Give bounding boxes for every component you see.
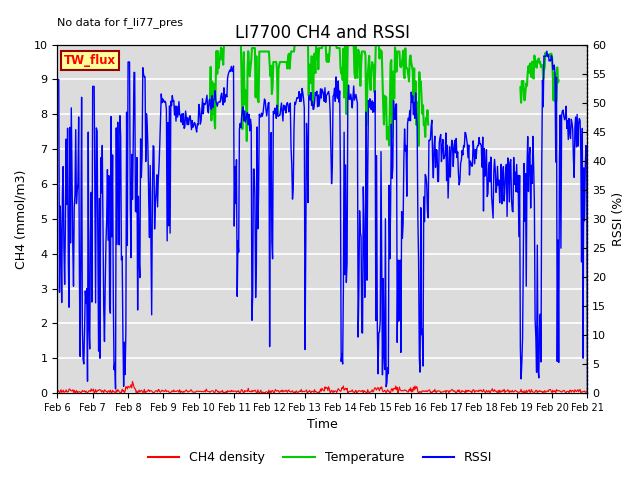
X-axis label: Time: Time [307,419,338,432]
Text: TW_flux: TW_flux [65,54,116,67]
Legend: CH4 density, Temperature, RSSI: CH4 density, Temperature, RSSI [143,446,497,469]
Y-axis label: CH4 (mmol/m3): CH4 (mmol/m3) [15,169,28,268]
Text: No data for f_li77_pres: No data for f_li77_pres [57,17,183,27]
Title: LI7700 CH4 and RSSI: LI7700 CH4 and RSSI [235,24,410,42]
Y-axis label: RSSI (%): RSSI (%) [612,192,625,246]
